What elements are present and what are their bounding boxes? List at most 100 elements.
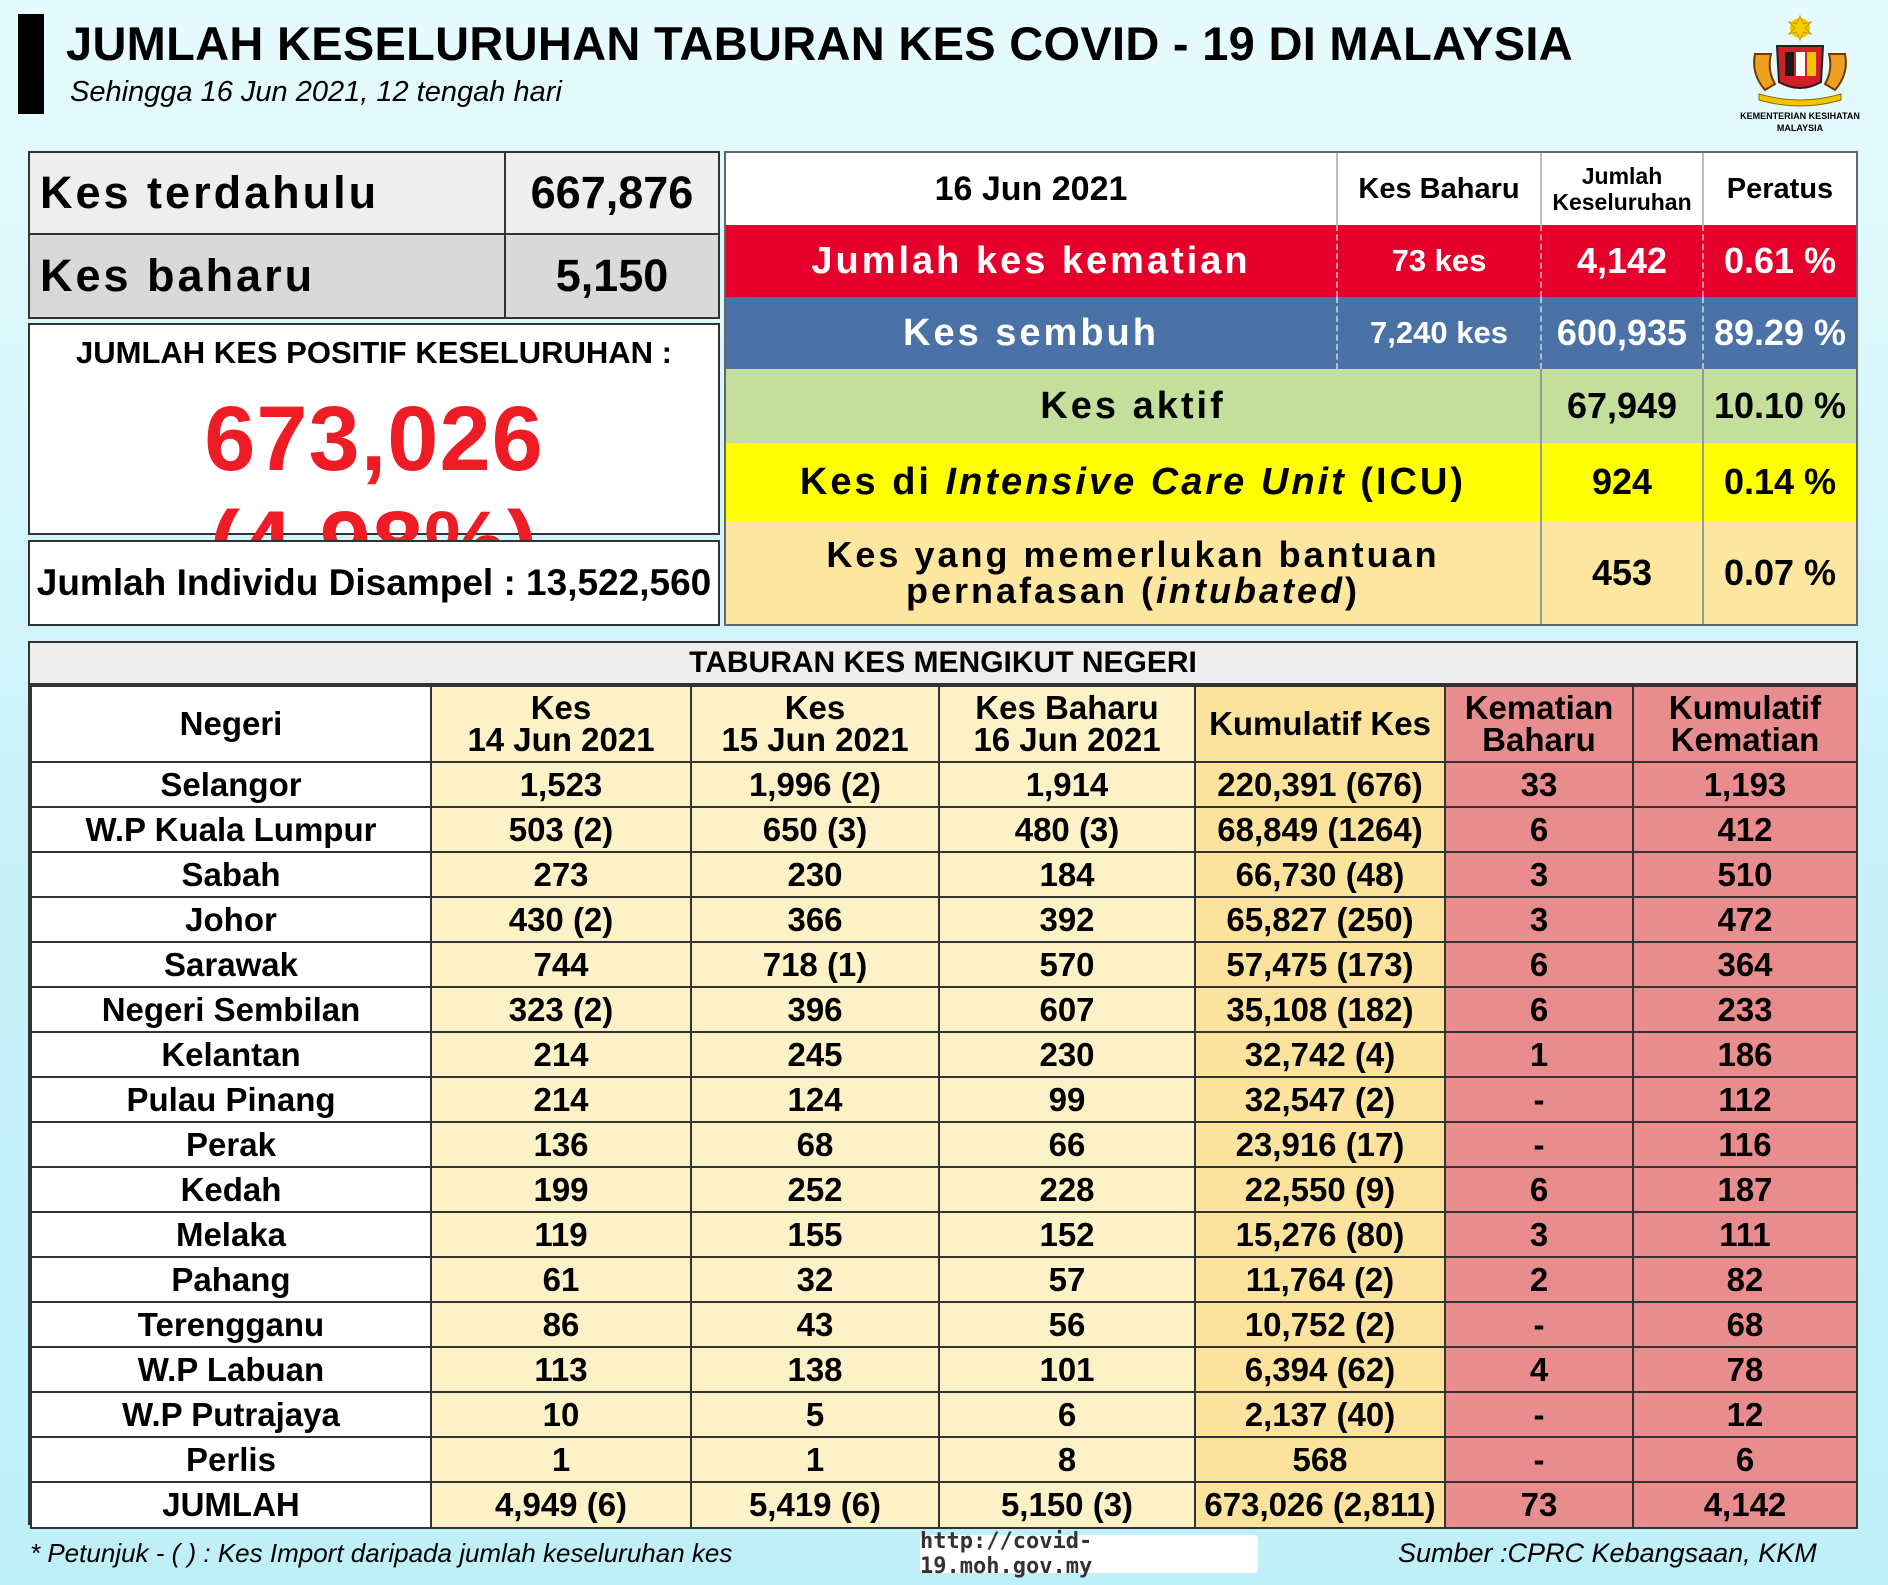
state-row: Pulau Pinang 214 124 99 32,547 (2) -112	[30, 1076, 1858, 1123]
state-row: W.P Kuala Lumpur 503 (2) 650 (3) 480 (3) 68,…	[30, 806, 1858, 853]
cases-14-jun-cell: 503 (2)	[430, 806, 692, 853]
intubated-label-line2-post: )	[1345, 569, 1361, 611]
new-deaths-cell: 3	[1444, 1211, 1634, 1258]
icu-label: Kes di Intensive Care Unit (ICU)	[726, 443, 1540, 521]
new-cases-value: 5,150	[555, 250, 669, 301]
header-cumulative-deaths-line: Kumulatif	[1668, 689, 1822, 726]
cumulative-deaths-cell: 187	[1632, 1166, 1858, 1213]
state-row: Negeri Sembilan 323 (2) 396 607 35,108 (182)…	[30, 986, 1858, 1033]
recovered-total: 600,935	[1540, 297, 1702, 369]
previous-cases-row: Kes terdahulu 667,876	[28, 151, 720, 235]
new-deaths-cell: -	[1444, 1076, 1634, 1123]
cumulative-cases-cell: 15,276 (80)	[1194, 1211, 1446, 1258]
state-row: Pahang 61 32 57 11,764 (2) 2 82	[30, 1256, 1858, 1303]
cumulative-deaths-cell: 68	[1632, 1301, 1858, 1348]
cases-15-jun-cell: 1,996 (2)	[690, 761, 940, 808]
cumulative-cases-cell: 2,137 (40)	[1194, 1391, 1446, 1438]
moh-covid-link[interactable]: http://covid-19.moh.gov.my	[920, 1529, 1258, 1579]
cases-14-jun-cell: 214	[430, 1076, 692, 1123]
cumulative-deaths-cell: 78	[1632, 1346, 1858, 1393]
new-deaths-cell: 2	[1444, 1256, 1634, 1303]
state-distribution-table: TABURAN KES MENGIKUT NEGERI Negeri Kes 14 …	[28, 641, 1858, 1529]
state-name-cell: Sabah	[30, 851, 432, 898]
cases-15-jun-cell: 155	[690, 1211, 940, 1258]
logo-text-country: MALAYSIA	[1776, 123, 1824, 133]
status-date-header: 16 Jun 2021	[934, 169, 1128, 208]
cases-14-jun-cell: 4,949 (6)	[430, 1481, 692, 1529]
cumulative-cases-cell: 66,730 (48)	[1194, 851, 1446, 898]
cumulative-cases-cell: 220,391 (676)	[1194, 761, 1446, 808]
header-cases-15-jun: Kes 15 Jun 2021	[690, 685, 940, 763]
active-percent: 10.10 %	[1702, 369, 1856, 443]
logo-text-ministry: KEMENTERIAN KESIHATAN	[1740, 111, 1860, 121]
new-deaths-cell: 33	[1444, 761, 1634, 808]
icu-row: Kes di Intensive Care Unit (ICU) 924 0.1…	[726, 443, 1856, 521]
recovered-label: Kes sembuh	[903, 311, 1159, 354]
new-deaths-cell: -	[1444, 1391, 1634, 1438]
cases-14-jun-cell: 214	[430, 1031, 692, 1078]
header-cumulative-deaths: Kumulatif Kematian	[1632, 685, 1858, 763]
state-row: Selangor 1,523 1,996 (2) 1,914 220,391 (676)…	[30, 761, 1858, 808]
new-deaths-cell: 3	[1444, 851, 1634, 898]
intubated-label-line2-pre: pernafasan (	[905, 569, 1157, 611]
cumulative-cases-cell: 568	[1194, 1436, 1446, 1483]
header-new-deaths: Kematian Baharu	[1444, 685, 1634, 763]
cumulative-deaths-cell: 1,193	[1632, 761, 1858, 808]
state-table: Negeri Kes 14 Jun 2021 Kes 15 Jun 2021 Kes Ba…	[30, 685, 1858, 1529]
state-name-cell: JUMLAH	[30, 1481, 432, 1529]
page-subtitle: Sehingga 16 Jun 2021, 12 tengah hari	[70, 76, 562, 108]
new-cases-row: Kes baharu 5,150	[28, 235, 720, 319]
header-state-name-line: Negeri	[179, 705, 283, 742]
state-row: Sabah 273 230 184 66,730 (48) 3 510	[30, 851, 1858, 898]
new-cases-16-jun-cell: 66	[938, 1121, 1196, 1168]
total-row: JUMLAH 4,949 (6) 5,419 (6) 5,150 (3) 673,026…	[30, 1481, 1858, 1529]
cases-15-jun-cell: 138	[690, 1346, 940, 1393]
new-cases-16-jun-cell: 6	[938, 1391, 1196, 1438]
cumulative-deaths-cell: 510	[1632, 851, 1858, 898]
state-row: Sarawak 744 718 (1) 570 57,475 (173) 6 364	[30, 941, 1858, 988]
new-deaths-cell: 4	[1444, 1346, 1634, 1393]
cumulative-cases-cell: 6,394 (62)	[1194, 1346, 1446, 1393]
total-positive-label: JUMLAH KES POSITIF KESELURUHAN :	[76, 335, 672, 370]
header-cumulative-deaths-line: Kematian	[1670, 721, 1820, 758]
state-name-cell: Johor	[30, 896, 432, 943]
new-cases-16-jun-cell: 5,150 (3)	[938, 1481, 1196, 1529]
cases-15-jun-cell: 650 (3)	[690, 806, 940, 853]
cases-14-jun-cell: 744	[430, 941, 692, 988]
cumulative-cases-cell: 57,475 (173)	[1194, 941, 1446, 988]
state-name-cell: Kelantan	[30, 1031, 432, 1078]
state-name-cell: Kedah	[30, 1166, 432, 1213]
status-new-header: Kes Baharu	[1336, 153, 1540, 225]
footnote-import-cases: * Petunjuk - ( ) : Kes Import daripada j…	[30, 1538, 733, 1568]
coat-of-arms-icon	[1753, 14, 1847, 107]
recovered-new: 7,240 kes	[1336, 297, 1540, 369]
new-deaths-cell: 6	[1444, 986, 1634, 1033]
cases-14-jun-cell: 430 (2)	[430, 896, 692, 943]
new-cases-16-jun-cell: 152	[938, 1211, 1196, 1258]
cases-14-jun-cell: 273	[430, 851, 692, 898]
cases-14-jun-cell: 136	[430, 1121, 692, 1168]
new-cases-16-jun-cell: 230	[938, 1031, 1196, 1078]
intubated-label-line1: Kes yang memerlukan bantuan	[826, 533, 1440, 575]
cumulative-deaths-cell: 112	[1632, 1076, 1858, 1123]
intubated-label: Kes yang memerlukan bantuan pernafasan (…	[726, 521, 1540, 624]
death-new: 73 kes	[1336, 225, 1540, 297]
new-cases-16-jun-cell: 8	[938, 1436, 1196, 1483]
header-cases-14-jun-line: 14 Jun 2021	[467, 721, 655, 758]
cases-15-jun-cell: 43	[690, 1301, 940, 1348]
new-deaths-cell: 1	[1444, 1031, 1634, 1078]
cumulative-cases-cell: 35,108 (182)	[1194, 986, 1446, 1033]
cumulative-deaths-cell: 116	[1632, 1121, 1858, 1168]
state-name-cell: Sarawak	[30, 941, 432, 988]
active-total: 67,949	[1540, 369, 1702, 443]
cumulative-cases-cell: 23,916 (17)	[1194, 1121, 1446, 1168]
state-name-cell: W.P Putrajaya	[30, 1391, 432, 1438]
cases-15-jun-cell: 718 (1)	[690, 941, 940, 988]
cases-15-jun-cell: 68	[690, 1121, 940, 1168]
intubated-label-line2-italic: intubated	[1156, 569, 1346, 611]
new-cases-16-jun-cell: 570	[938, 941, 1196, 988]
header-cumulative-cases: Kumulatif Kes	[1194, 685, 1446, 763]
state-name-cell: Selangor	[30, 761, 432, 808]
new-deaths-cell: 6	[1444, 941, 1634, 988]
state-name-cell: Terengganu	[30, 1301, 432, 1348]
